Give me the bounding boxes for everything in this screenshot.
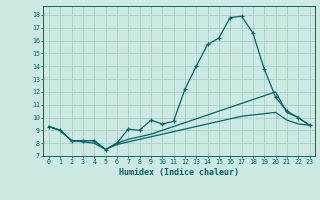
X-axis label: Humidex (Indice chaleur): Humidex (Indice chaleur) <box>119 168 239 177</box>
